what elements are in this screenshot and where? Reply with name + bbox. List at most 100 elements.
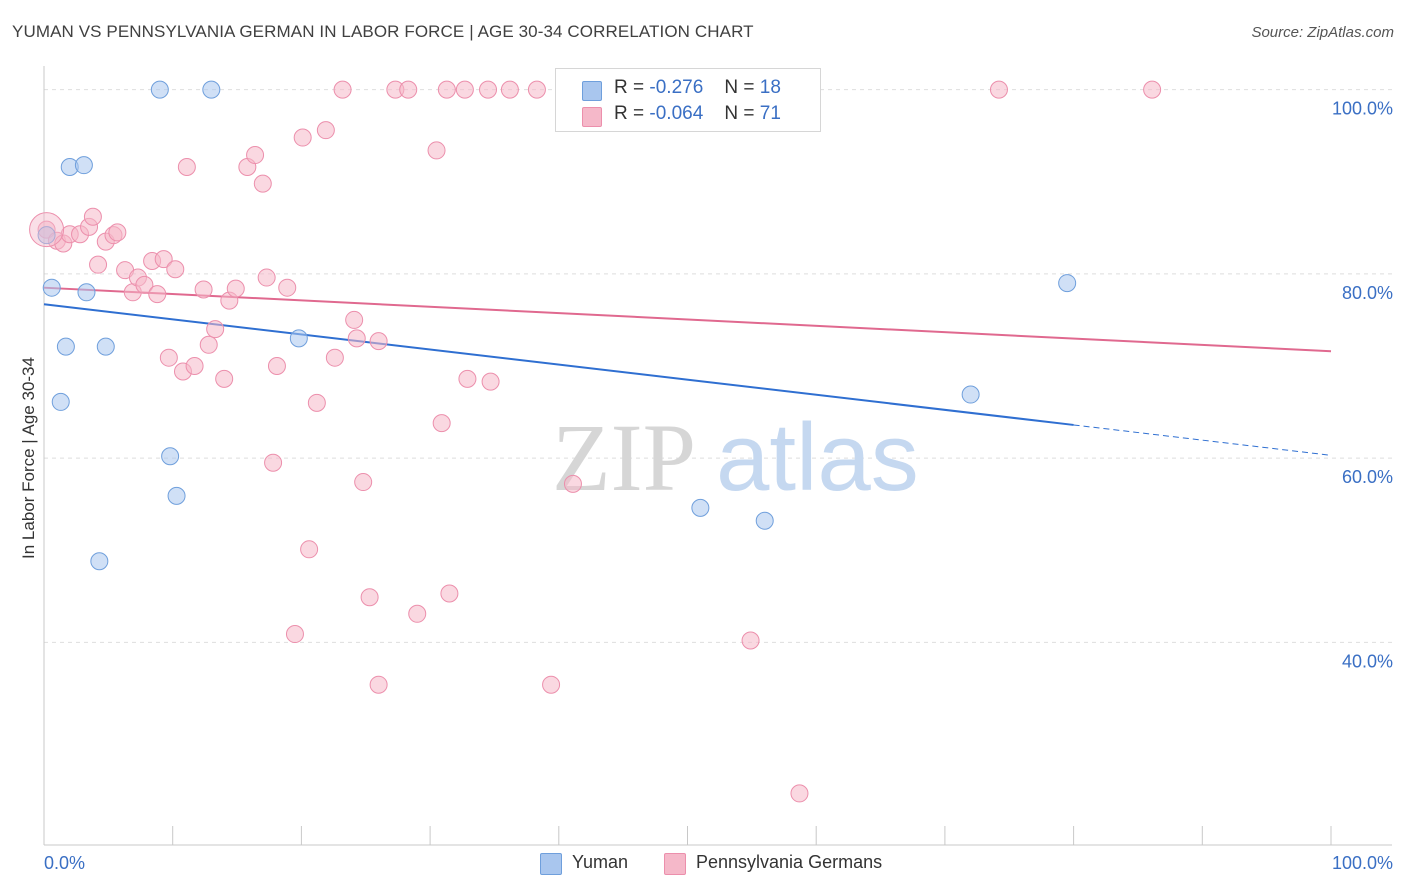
pennsylvania-germans-point-36 bbox=[285, 625, 304, 644]
pennsylvania-germans-point-59 bbox=[481, 372, 500, 391]
pennsylvania-germans-point-38 bbox=[300, 540, 319, 559]
bottom-legend-label-yuman: Yuman bbox=[572, 852, 629, 872]
yuman-point-15 bbox=[755, 511, 774, 530]
pennsylvania-germans-point-28 bbox=[226, 279, 245, 298]
y-tick-label-1: 80.0% bbox=[1342, 283, 1393, 303]
bottom-legend-swatch-yuman bbox=[540, 853, 562, 875]
yuman-point-0 bbox=[37, 226, 56, 245]
legend-n-value: 71 bbox=[759, 103, 781, 124]
pennsylvania-germans-point-46 bbox=[360, 588, 379, 607]
pennsylvania-germans-point-54 bbox=[437, 80, 456, 99]
legend-r-label: R = bbox=[614, 103, 645, 124]
x-tick-label-0: 0.0% bbox=[44, 853, 85, 873]
legend-r-label: R = bbox=[614, 77, 645, 98]
pennsylvania-germans-point-10 bbox=[108, 223, 127, 242]
yuman-point-3 bbox=[51, 392, 70, 411]
pennsylvania-germans-point-44 bbox=[347, 329, 366, 348]
pennsylvania-germans-point-17 bbox=[154, 250, 173, 269]
pennsylvania-germans-point-58 bbox=[479, 80, 498, 99]
pennsylvania-germans-point-14 bbox=[135, 275, 154, 294]
pennsylvania-germans-point-25 bbox=[206, 320, 225, 339]
legend-n-value: 18 bbox=[759, 77, 781, 98]
yuman-point-11 bbox=[161, 447, 180, 466]
pennsylvania-germans-point-30 bbox=[246, 146, 265, 165]
yuman-point-14 bbox=[691, 498, 710, 517]
yuman-point-7 bbox=[96, 337, 115, 356]
pennsylvania-germans-point-16 bbox=[148, 285, 167, 304]
yuman-point-6 bbox=[77, 283, 96, 302]
legend-swatch-pennsylvania-germans bbox=[582, 107, 602, 127]
pennsylvania-germans-point-50 bbox=[399, 80, 418, 99]
legend-n-label: N = bbox=[724, 103, 755, 124]
y-tick-label-3: 40.0% bbox=[1342, 651, 1393, 671]
pennsylvania-germans-point-45 bbox=[354, 473, 373, 492]
pennsylvania-germans-point-42 bbox=[333, 80, 352, 99]
source-label: Source: ZipAtlas.com bbox=[1251, 24, 1394, 41]
yuman-point-8 bbox=[90, 552, 109, 571]
pennsylvania-germans-point-52 bbox=[427, 141, 446, 160]
trend-line-1 bbox=[43, 286, 1332, 353]
yuman-point-16 bbox=[961, 385, 980, 404]
pennsylvania-germans-point-47 bbox=[369, 332, 388, 351]
chart-title: YUMAN VS PENNSYLVANIA GERMAN IN LABOR FO… bbox=[12, 22, 754, 41]
pennsylvania-germans-point-62 bbox=[542, 675, 561, 694]
pennsylvania-germans-point-19 bbox=[159, 348, 178, 367]
watermark-atlas: atlas bbox=[716, 404, 919, 511]
y-axis-title: In Labor Force | Age 30-34 bbox=[19, 357, 38, 559]
legend-r-value: -0.064 bbox=[649, 103, 704, 124]
correlation-legend: R = -0.276 N = 18 R = -0.064 N = 71 bbox=[555, 68, 821, 132]
legend-n-label: N = bbox=[724, 77, 755, 98]
pennsylvania-germans-point-large bbox=[29, 212, 65, 248]
pennsylvania-germans-point-26 bbox=[215, 369, 234, 388]
pennsylvania-germans-point-37 bbox=[293, 128, 312, 147]
yuman-point-17 bbox=[1058, 274, 1077, 293]
pennsylvania-germans-point-48 bbox=[369, 675, 388, 694]
pennsylvania-germans-point-55 bbox=[440, 584, 459, 603]
pennsylvania-germans-point-40 bbox=[316, 121, 335, 140]
pennsylvania-germans-point-43 bbox=[345, 310, 364, 329]
pennsylvania-germans-point-51 bbox=[408, 604, 427, 623]
axes bbox=[43, 66, 1392, 846]
y-tick-label-2: 60.0% bbox=[1342, 467, 1393, 487]
yuman-point-10 bbox=[202, 80, 221, 99]
pennsylvania-germans-point-61 bbox=[527, 80, 546, 99]
pennsylvania-germans-point-31 bbox=[253, 174, 272, 193]
pennsylvania-germans-point-7 bbox=[89, 255, 108, 274]
pennsylvania-germans-point-35 bbox=[278, 278, 297, 297]
pennsylvania-germans-point-68 bbox=[989, 80, 1008, 99]
trend-line-0-extension bbox=[1073, 424, 1332, 456]
pennsylvania-germans-point-22 bbox=[177, 158, 196, 177]
yuman-point-1 bbox=[42, 278, 61, 297]
yuman-point-13 bbox=[289, 329, 308, 348]
pennsylvania-germans-point-66 bbox=[741, 631, 760, 650]
pennsylvania-germans-point-32 bbox=[257, 268, 276, 287]
watermark: ZIP atlas bbox=[552, 404, 919, 511]
yuman-point-9 bbox=[150, 80, 169, 99]
bottom-legend-label-pennsylvania-germans: Pennsylvania Germans bbox=[696, 852, 883, 872]
x-tick-label-1: 100.0% bbox=[1332, 853, 1393, 873]
bottom-legend-swatch-pennsylvania-germans bbox=[664, 853, 686, 875]
legend-r-value: -0.276 bbox=[649, 77, 704, 98]
pennsylvania-germans-point-39 bbox=[307, 393, 326, 412]
pennsylvania-germans-point-60 bbox=[500, 80, 519, 99]
tick-labels: 100.0% 80.0% 60.0% 40.0% 0.0% 100.0% bbox=[44, 99, 1393, 873]
data-points bbox=[29, 80, 1162, 803]
yuman-point-5 bbox=[74, 156, 93, 175]
legend-swatch-yuman bbox=[582, 81, 602, 101]
yuman-point-12 bbox=[167, 486, 186, 505]
y-tick-label-0: 100.0% bbox=[1332, 99, 1393, 119]
pennsylvania-germans-point-67 bbox=[790, 784, 809, 803]
pennsylvania-germans-point-69 bbox=[1143, 80, 1162, 99]
pennsylvania-germans-point-57 bbox=[458, 369, 477, 388]
yuman-point-2 bbox=[56, 337, 75, 356]
pennsylvania-germans-point-53 bbox=[432, 414, 451, 433]
pennsylvania-germans-point-41 bbox=[325, 348, 344, 367]
pennsylvania-germans-point-18 bbox=[166, 260, 185, 279]
pennsylvania-germans-point-6 bbox=[83, 207, 102, 226]
pennsylvania-germans-point-56 bbox=[455, 80, 474, 99]
pennsylvania-germans-point-34 bbox=[267, 356, 286, 375]
pennsylvania-germans-point-21 bbox=[185, 356, 204, 375]
pennsylvania-germans-point-24 bbox=[199, 335, 218, 354]
pennsylvania-germans-point-23 bbox=[194, 280, 213, 299]
